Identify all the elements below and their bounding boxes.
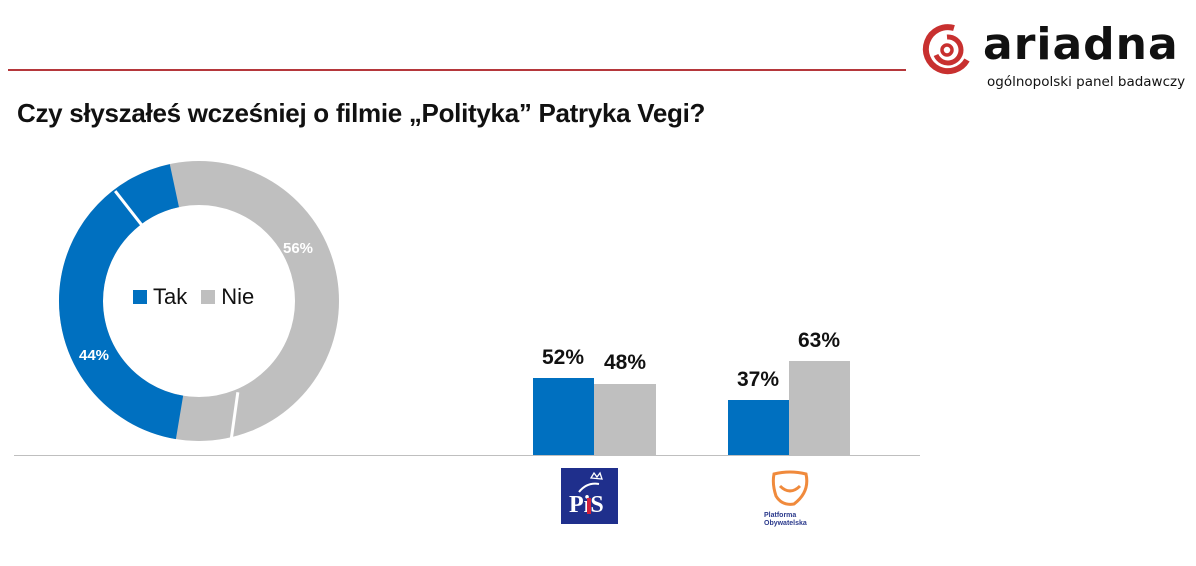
legend-item-tak: Tak [133, 284, 187, 310]
ariadna-logo-icon [922, 24, 970, 75]
legend-swatch-tak [133, 290, 147, 304]
chart-baseline [14, 455, 920, 456]
bar-po-nie [789, 361, 850, 455]
bar-label-pis-tak: 52% [541, 346, 585, 369]
pis-logo-accent [587, 498, 591, 514]
legend-label-nie: Nie [221, 284, 255, 309]
legend-swatch-nie [201, 290, 216, 304]
chart-title: Czy słyszałeś wcześniej o filmie „Polity… [17, 98, 706, 128]
po-heart-icon [771, 470, 809, 506]
pis-logo-text: PiS [569, 492, 604, 519]
bar-label-po-tak: 37% [736, 368, 780, 391]
donut-label-tak: 44% [79, 347, 110, 364]
chart-legend: Tak Nie [133, 284, 262, 310]
donut-chart [59, 161, 339, 441]
po-logo: Platforma Obywatelska [758, 470, 824, 530]
bar-label-po-nie: 63% [797, 329, 841, 352]
pis-logo: PiS [561, 468, 618, 524]
po-logo-text-2: Obywatelska [764, 520, 807, 527]
bar-label-pis-nie: 48% [603, 351, 647, 374]
bar-pis-nie [594, 384, 656, 455]
brand-tagline: ogólnopolski panel badawczy [987, 74, 1186, 90]
donut-slice-tak [59, 161, 339, 441]
legend-label-tak: Tak [153, 284, 188, 309]
bar-po-tak [728, 400, 789, 455]
header-rule [8, 69, 906, 71]
pis-crown-icon [578, 471, 603, 493]
legend-item-nie: Nie [201, 284, 254, 310]
bar-pis-tak [533, 378, 594, 455]
donut-label-nie: 56% [283, 240, 314, 257]
po-logo-text-1: Platforma [764, 512, 797, 519]
brand-name: ariadna [983, 19, 1179, 70]
